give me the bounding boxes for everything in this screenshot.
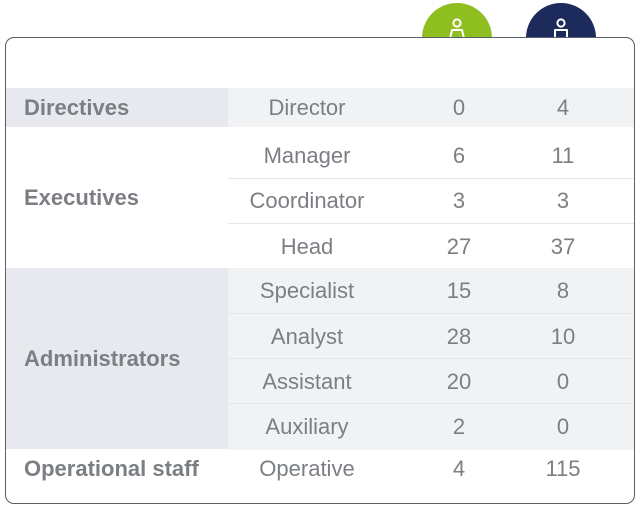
table-row: Director 0 4 (228, 88, 634, 127)
category-directives: Directives (6, 88, 228, 127)
role-cell: Coordinator (249, 188, 365, 213)
female-count: 20 (446, 368, 472, 394)
male-count: 8 (556, 277, 570, 303)
role-cell: Operative (259, 456, 355, 481)
staff-table: Directives Executives Administrators Ope… (5, 37, 635, 504)
male-count: 4 (556, 94, 570, 120)
male-count: 37 (550, 233, 576, 259)
table-row: Head 27 37 (228, 223, 634, 269)
category-executives: Executives (24, 184, 139, 210)
table-row: Analyst 28 10 (228, 313, 634, 359)
female-count: 0 (452, 94, 466, 120)
category-operational-staff: Operational staff (24, 456, 199, 481)
role-cell: Analyst (270, 323, 344, 349)
female-count: 28 (446, 323, 472, 349)
role-cell: Director (268, 94, 346, 120)
role-cell: Specialist (259, 277, 355, 303)
female-count: 2 (452, 414, 466, 439)
female-count: 27 (446, 233, 472, 259)
table-row: Specialist 15 8 (228, 268, 634, 313)
male-count: 11 (551, 142, 575, 168)
role-cell: Assistant (262, 368, 352, 394)
table-row: Assistant 20 0 (228, 358, 634, 404)
male-count: 0 (556, 368, 570, 394)
role-cell: Auxiliary (265, 414, 349, 439)
male-count: 115 (545, 456, 581, 481)
table-row: Auxiliary 2 0 (228, 403, 634, 450)
female-count: 15 (446, 277, 472, 303)
male-count: 3 (556, 188, 570, 213)
table-row: Operative 4 115 (228, 449, 634, 489)
male-count: 10 (550, 323, 576, 349)
female-count: 4 (452, 456, 466, 481)
role-cell: Head (280, 233, 334, 259)
female-count: 3 (452, 188, 466, 213)
table-row: Manager 6 11 (228, 133, 634, 178)
female-count: 6 (452, 142, 466, 168)
role-cell: Manager (263, 142, 351, 168)
male-count: 0 (556, 414, 570, 439)
table-row: Coordinator 3 3 (228, 178, 634, 223)
category-administrators: Administrators (6, 268, 228, 449)
